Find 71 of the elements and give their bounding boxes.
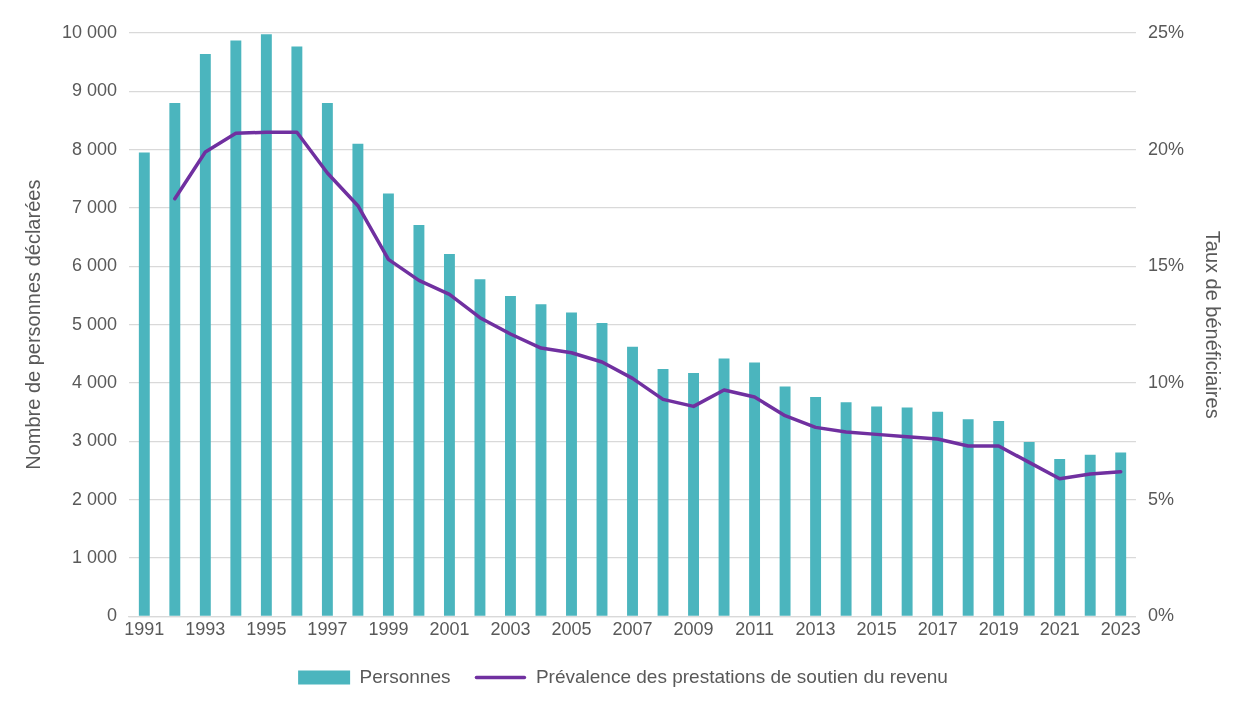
bar (749, 362, 761, 616)
legend-label: Prévalence des prestations de soutien du revenu (535, 665, 948, 687)
x-tick-label: 2013 (795, 619, 836, 640)
bar (535, 304, 547, 616)
y-tick-label: 2 000 (72, 488, 118, 509)
y2-tick-label: 0% (1147, 605, 1174, 626)
x-tick-label: 2009 (673, 619, 714, 640)
bar (657, 369, 669, 616)
y-tick-label: 0 (107, 605, 118, 626)
bar (505, 296, 516, 616)
bar (352, 143, 364, 616)
x-tick-label: 2001 (429, 619, 470, 640)
y-tick-label: 10 000 (61, 21, 118, 42)
bar (566, 312, 577, 616)
bar (169, 103, 181, 616)
x-tick-label: 1999 (368, 619, 409, 640)
bar (779, 386, 791, 616)
bar (291, 46, 303, 616)
bar (901, 407, 913, 616)
y2-tick-label: 5% (1147, 488, 1174, 509)
legend-label: Personnes (359, 665, 451, 687)
bar (199, 54, 211, 616)
y-tick-label: 9 000 (72, 80, 118, 101)
y-tick-label: 8 000 (72, 138, 118, 159)
bar (1054, 458, 1066, 616)
bar (443, 254, 455, 616)
bar (810, 397, 822, 616)
x-tick-label: 1991 (124, 619, 165, 640)
bar (1023, 441, 1035, 616)
x-tick-label: 2007 (612, 619, 653, 640)
bar (413, 224, 425, 616)
y-tick-label: 7 000 (72, 196, 118, 217)
bar (596, 322, 608, 616)
bar (962, 419, 974, 616)
bar (932, 411, 944, 616)
bar (321, 103, 333, 616)
bar (627, 346, 638, 616)
bar (230, 40, 242, 616)
x-tick-label: 2011 (735, 619, 774, 640)
y-tick-label: 5 000 (72, 313, 118, 334)
y2-tick-label: 10% (1147, 372, 1184, 393)
bar (1084, 454, 1096, 616)
x-tick-label: 2023 (1100, 619, 1141, 640)
y-tick-label: 1 000 (72, 547, 118, 568)
x-tick-label: 2003 (490, 619, 531, 640)
bar (993, 420, 1005, 616)
bar (474, 279, 486, 616)
bar (688, 373, 699, 616)
y-axis-title: Nombre de personnes déclarées (21, 179, 44, 470)
y-tick-label: 3 000 (72, 430, 118, 451)
x-tick-label: 1997 (307, 619, 348, 640)
x-tick-label: 1995 (246, 619, 287, 640)
y2-tick-label: 15% (1147, 255, 1184, 276)
bar (382, 193, 394, 616)
bar (840, 402, 852, 616)
x-tick-label: 2015 (856, 619, 897, 640)
bar (718, 358, 730, 616)
y2-tick-label: 25% (1147, 21, 1184, 42)
bar (1115, 452, 1127, 616)
x-tick-label: 2017 (917, 619, 958, 640)
bar (871, 406, 883, 616)
bar (138, 152, 150, 616)
x-tick-label: 1993 (185, 619, 226, 640)
bar (260, 34, 272, 616)
y2-tick-label: 20% (1147, 138, 1184, 159)
x-tick-label: 2005 (551, 619, 592, 640)
y2-axis-title: Taux de bénéficiaires (1202, 230, 1225, 419)
y-tick-label: 6 000 (72, 255, 118, 276)
y-tick-label: 4 000 (72, 372, 118, 393)
x-tick-label: 2021 (1039, 619, 1080, 640)
x-tick-label: 2019 (978, 619, 1019, 640)
